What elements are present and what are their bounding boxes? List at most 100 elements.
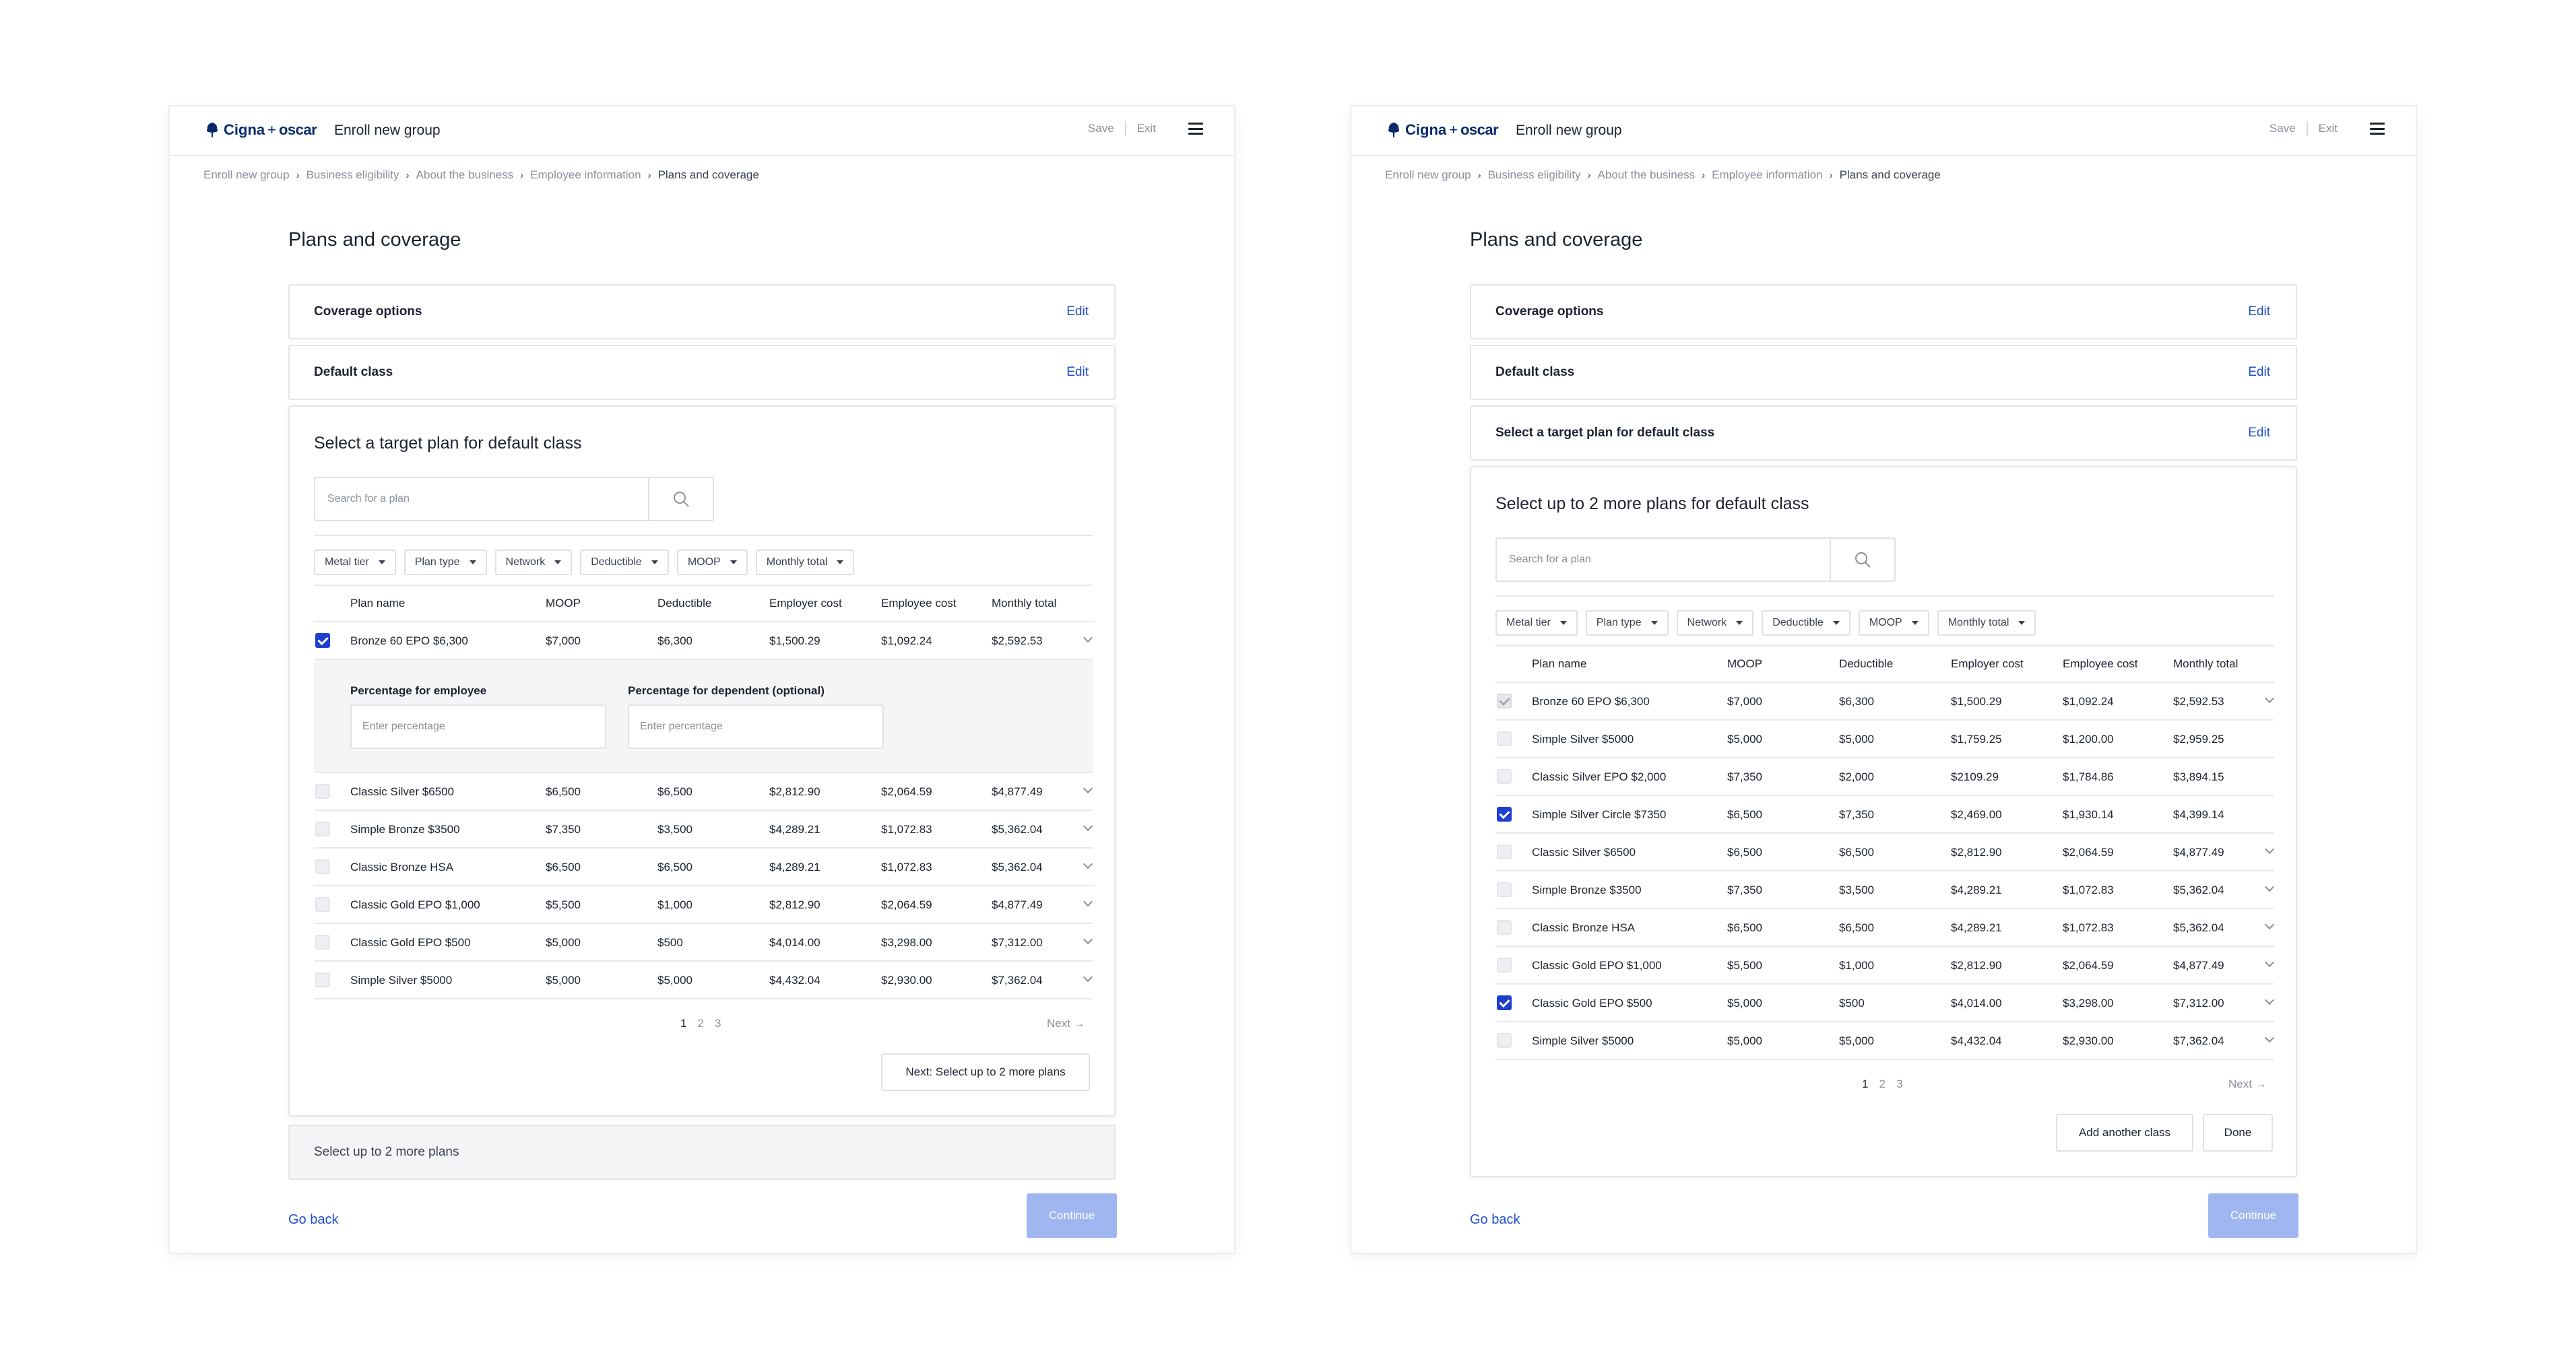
checkbox-checked-icon[interactable] (315, 633, 330, 648)
edit-coverage-link[interactable]: Edit (1066, 304, 1089, 319)
filter-deductible[interactable]: Deductible (1762, 610, 1850, 636)
page-2-link[interactable]: 2 (1879, 1078, 1886, 1090)
table-row[interactable]: Classic Silver $6500 $6,500 $6,500 $2,812.9… (1495, 834, 2275, 871)
filter-moop[interactable]: MOOP (676, 550, 748, 575)
page-2-link[interactable]: 2 (697, 1017, 704, 1030)
checkbox[interactable] (315, 897, 330, 912)
checkbox[interactable] (315, 859, 330, 874)
chevron-down-icon[interactable] (2264, 1032, 2275, 1043)
table-row[interactable]: Classic Silver EPO $2,000 $7,350 $2,000 $21… (1495, 758, 2274, 796)
chevron-down-icon[interactable] (2264, 882, 2275, 892)
checkbox[interactable] (315, 822, 330, 836)
chevron-down-icon[interactable] (1083, 972, 1093, 983)
breadcrumb-item[interactable]: About the business (416, 168, 514, 181)
search-button[interactable] (648, 478, 713, 520)
filter-metal-tier[interactable]: Metal tier (1495, 610, 1578, 636)
add-another-class-button[interactable]: Add another class (2056, 1114, 2193, 1152)
chevron-down-icon[interactable] (1083, 821, 1093, 832)
edit-coverage-link[interactable]: Edit (2248, 304, 2270, 319)
done-button[interactable]: Done (2203, 1114, 2273, 1152)
chevron-down-icon[interactable] (1083, 632, 1093, 643)
table-row[interactable]: Classic Bronze HSA $6,500 $6,500 $4,289.21 $… (1495, 909, 2275, 947)
filter-moop[interactable]: MOOP (1858, 610, 1929, 636)
search-input[interactable] (317, 480, 649, 519)
table-row[interactable]: Classic Gold EPO $500 $5,000 $500 $4,014.00… (314, 924, 1093, 962)
search-input[interactable] (1498, 540, 1831, 579)
checkbox[interactable] (315, 935, 330, 950)
breadcrumb-item[interactable]: About the business (1597, 168, 1696, 181)
chevron-down-icon[interactable] (2264, 844, 2275, 855)
table-row[interactable]: Bronze 60 EPO $6,300 $7,000 $6,300 $1,500.2… (1495, 683, 2275, 721)
breadcrumb-item[interactable]: Enroll new group (1385, 168, 1471, 181)
exit-link[interactable]: Exit (1136, 122, 1156, 135)
cigna-oscar-logo[interactable]: Cigna + oscar (1386, 121, 1499, 139)
checkbox[interactable] (1497, 845, 1512, 859)
continue-button[interactable]: Continue (1027, 1193, 1117, 1238)
breadcrumb-item[interactable]: Employee information (1712, 168, 1823, 181)
checkbox[interactable] (1497, 882, 1512, 897)
hamburger-menu-icon[interactable] (2370, 123, 2385, 135)
checkbox[interactable] (315, 784, 330, 799)
table-row[interactable]: Classic Silver $6500 $6,500 $6,500 $2,812.9… (314, 773, 1093, 811)
checkbox-checked-icon[interactable] (1497, 807, 1512, 822)
filter-network[interactable]: Network (1676, 610, 1754, 636)
checkbox[interactable] (1497, 1033, 1512, 1048)
save-link[interactable]: Save (2269, 122, 2296, 135)
breadcrumb-item[interactable]: Enroll new group (203, 168, 290, 181)
edit-target-plan-link[interactable]: Edit (2248, 426, 2270, 440)
breadcrumb-item[interactable]: Business eligibility (1487, 168, 1581, 181)
hamburger-menu-icon[interactable] (1188, 123, 1203, 135)
table-row[interactable]: Simple Silver $5000 $5,000 $5,000 $1,759.25… (1495, 721, 2274, 758)
next-page-link[interactable]: Next → (1047, 1017, 1085, 1030)
filter-monthly-total[interactable]: Monthly total (1937, 610, 2036, 636)
checkbox[interactable] (1497, 920, 1512, 935)
search-button[interactable] (1830, 539, 1894, 581)
checkbox[interactable] (1497, 731, 1512, 746)
go-back-link[interactable]: Go back (288, 1212, 339, 1227)
chevron-down-icon[interactable] (2264, 995, 2275, 1005)
next-page-link[interactable]: Next → (2228, 1078, 2267, 1090)
chevron-down-icon[interactable] (2264, 693, 2275, 704)
breadcrumb-item[interactable]: Employee information (530, 168, 641, 181)
filter-plan-type[interactable]: Plan type (1585, 610, 1669, 636)
page-1-link[interactable]: 1 (1862, 1078, 1869, 1090)
chevron-down-icon[interactable] (1083, 934, 1093, 945)
filter-deductible[interactable]: Deductible (580, 550, 669, 575)
table-row[interactable]: Simple Silver Circle $7350 $6,500 $7,350 $2… (1495, 796, 2274, 834)
checkbox[interactable] (315, 972, 330, 987)
continue-button[interactable]: Continue (2208, 1193, 2298, 1238)
chevron-down-icon[interactable] (1083, 783, 1093, 794)
table-row[interactable]: Classic Bronze HSA $6,500 $6,500 $4,289.21 $… (314, 849, 1093, 886)
table-row[interactable]: Classic Gold EPO $500 $5,000 $500 $4,014.00… (1495, 985, 2275, 1022)
table-row[interactable]: Classic Gold EPO $1,000 $5,500 $1,000 $2,81… (314, 886, 1093, 924)
filter-network[interactable]: Network (494, 550, 573, 575)
dependent-percentage-input[interactable] (628, 704, 884, 749)
checkbox[interactable] (1497, 958, 1512, 972)
go-back-link[interactable]: Go back (1470, 1212, 1520, 1227)
checkbox-checked-icon[interactable] (1497, 995, 1512, 1010)
table-row[interactable]: Classic Gold EPO $1,000 $5,500 $1,000 $2,81… (1495, 947, 2275, 985)
table-row[interactable]: Simple Bronze $3500 $7,350 $3,500 $4,289.21… (1495, 871, 2275, 909)
filter-plan-type[interactable]: Plan type (404, 550, 487, 575)
filter-monthly-total[interactable]: Monthly total (755, 550, 855, 575)
breadcrumb-item[interactable]: Business eligibility (306, 168, 399, 181)
page-3-link[interactable]: 3 (714, 1017, 721, 1030)
chevron-down-icon[interactable] (1083, 896, 1093, 907)
table-row[interactable]: Simple Bronze $3500 $7,350 $3,500 $4,289.21… (314, 811, 1093, 849)
page-3-link[interactable]: 3 (1896, 1078, 1903, 1090)
filter-metal-tier[interactable]: Metal tier (314, 550, 396, 575)
cigna-oscar-logo[interactable]: Cigna + oscar (205, 121, 317, 139)
table-row[interactable]: Simple Silver $5000 $5,000 $5,000 $4,432.04… (314, 962, 1093, 999)
employee-percentage-input[interactable] (350, 704, 606, 749)
next-select-more-plans-button[interactable]: Next: Select up to 2 more plans (881, 1053, 1090, 1091)
exit-link[interactable]: Exit (2318, 122, 2338, 135)
chevron-down-icon[interactable] (2264, 919, 2275, 930)
save-link[interactable]: Save (1087, 122, 1114, 135)
edit-default-class-link[interactable]: Edit (1066, 365, 1089, 379)
table-row-selected[interactable]: Bronze 60 EPO $6,300 $7,000 $6,300 $1,50… (314, 622, 1093, 660)
chevron-down-icon[interactable] (1083, 859, 1093, 869)
edit-default-class-link[interactable]: Edit (2248, 365, 2270, 379)
chevron-down-icon[interactable] (2264, 957, 2275, 968)
page-1-link[interactable]: 1 (680, 1017, 687, 1030)
checkbox[interactable] (1497, 769, 1512, 784)
